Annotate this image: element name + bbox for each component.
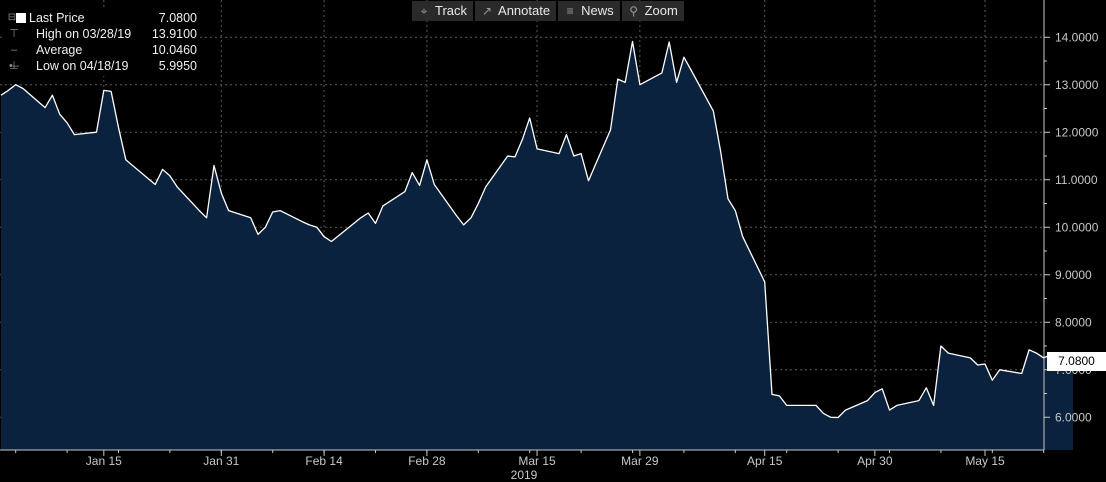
legend-low[interactable]: ⊥ Low on 04/18/19 5.9950 (5, 58, 199, 74)
legend-high[interactable]: ⊤ High on 03/28/19 13.9100 (5, 26, 199, 42)
high-marker-icon: ⊤ (9, 28, 19, 40)
zoom-button[interactable]: ⚲ Zoom (621, 1, 684, 21)
last-price-swatch-icon (16, 13, 26, 23)
y-tick-label: 12.0000 (1055, 125, 1099, 139)
last-price-tag: 7.0800 (1047, 352, 1106, 371)
legend-label: Low on 04/18/19 (36, 59, 129, 73)
pencil-line-icon: ↗ (482, 4, 493, 18)
collapse-icon[interactable]: ⊟ (7, 12, 17, 23)
x-tick-label: Feb 14 (305, 454, 343, 468)
x-tick-label: Mar 15 (518, 454, 556, 468)
x-tick-label: Jan 15 (86, 454, 122, 468)
legend-value: 13.9100 (151, 27, 197, 41)
x-tick-label: Mar 29 (621, 454, 659, 468)
y-tick-label: 8.0000 (1055, 315, 1092, 329)
y-tick-label: 9.0000 (1055, 268, 1092, 282)
magnifier-icon: ⚲ (629, 4, 638, 18)
average-line-icon: –•– (9, 44, 19, 72)
chart-legend: ⊟ Last Price 7.0800 ⊤ High on 03/28/19 1… (5, 10, 199, 76)
x-tick-label: Jan 31 (203, 454, 239, 468)
legend-label: High on 03/28/19 (36, 27, 132, 41)
axes (0, 0, 1045, 451)
x-axis-ticks: Jan 15 Jan 31 Feb 14 Feb 28 Mar 15 Mar 29 Apr … (15, 450, 1045, 468)
legend-average[interactable]: –•– Average 10.0460 (5, 42, 199, 72)
price-area (1, 41, 1074, 450)
annotate-button[interactable]: ↗ Annotate (475, 1, 557, 21)
price-line (0, 40, 1074, 419)
news-button[interactable]: ≡ News (558, 1, 620, 21)
track-label: Track (435, 3, 468, 18)
news-lines-icon: ≡ (566, 4, 574, 18)
track-button[interactable]: ⌖ Track (412, 1, 474, 21)
x-tick-label: Apr 15 (747, 454, 783, 468)
y-tick-label: 10.0000 (1055, 220, 1099, 234)
chart-toolbar: ⌖ Track ↗ Annotate ≡ News ⚲ Zoom (412, 1, 684, 21)
annotate-label: Annotate (498, 3, 551, 18)
legend-label: Average (36, 43, 83, 57)
low-marker-icon: ⊥ (9, 60, 19, 72)
x-tick-label: May 15 (965, 454, 1005, 468)
x-axis-year-label: 2019 (511, 468, 538, 482)
x-tick-label: Apr 30 (857, 454, 893, 468)
legend-value: 7.0800 (158, 11, 197, 25)
y-tick-label: 6.0000 (1055, 410, 1092, 424)
y-tick-label: 14.0000 (1055, 30, 1099, 44)
crosshair-icon: ⌖ (420, 4, 428, 18)
legend-value: 10.0460 (151, 43, 197, 57)
legend-value: 5.9950 (158, 59, 197, 73)
news-label: News (581, 3, 614, 18)
zoom-label: Zoom (644, 3, 678, 18)
legend-label: Last Price (29, 11, 85, 25)
y-tick-label: 11.0000 (1055, 173, 1098, 187)
x-tick-label: Feb 28 (408, 454, 446, 468)
y-tick-label: 13.0000 (1055, 78, 1099, 92)
legend-last-price[interactable]: ⊟ Last Price 7.0800 (5, 10, 199, 26)
